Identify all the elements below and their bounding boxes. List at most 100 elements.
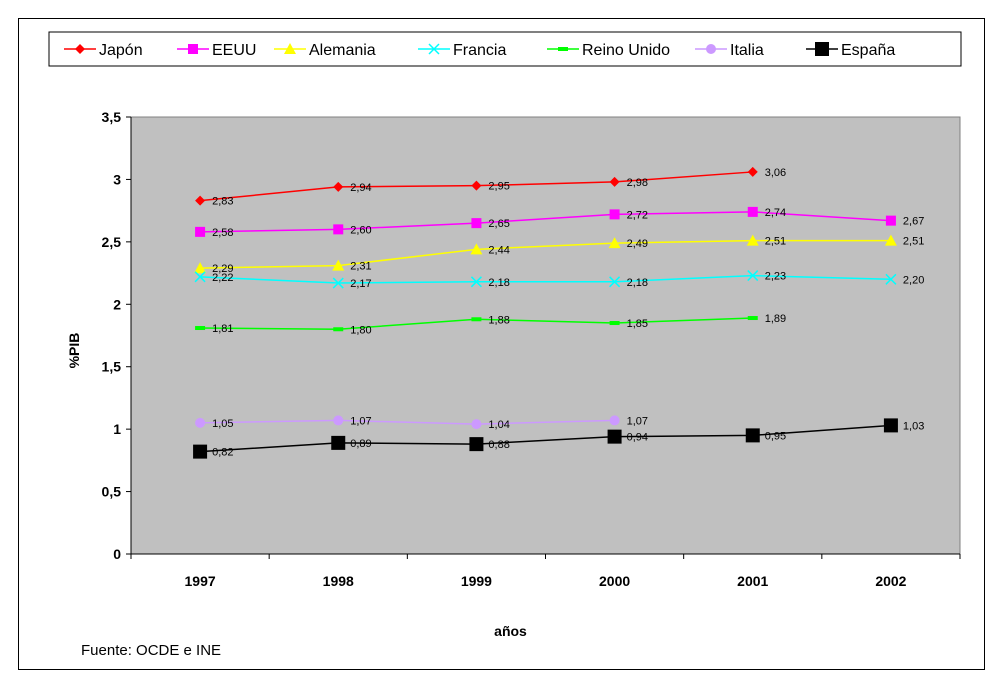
legend-marker: [188, 44, 198, 54]
x-tick-label: 2000: [599, 573, 630, 589]
x-axis-title: años: [494, 623, 527, 639]
data-label: 1,81: [212, 323, 233, 335]
data-label: 3,06: [765, 167, 786, 179]
data-label: 2,29: [212, 263, 233, 275]
x-tick-label: 2001: [737, 573, 768, 589]
data-label: 2,58: [212, 227, 233, 239]
data-label: 2,67: [903, 216, 924, 228]
legend-label: España: [841, 42, 895, 59]
data-point: [469, 437, 484, 452]
data-label: 2,95: [488, 181, 509, 193]
data-point: [471, 317, 482, 322]
data-label: 2,22: [212, 272, 233, 284]
legend-marker: [284, 43, 296, 54]
data-label: 1,03: [903, 420, 924, 432]
data-label: 2,94: [350, 182, 371, 194]
data-point: [747, 270, 759, 282]
data-point: [746, 234, 759, 246]
data-label: 1,07: [350, 415, 371, 427]
series-line: [200, 424, 891, 453]
legend-marker: [558, 47, 568, 51]
data-point: [195, 226, 206, 237]
data-point: [747, 166, 758, 177]
data-point: [333, 224, 344, 235]
data-label: 2,60: [350, 224, 371, 236]
x-tick-label: 1999: [461, 573, 492, 589]
data-label: 0,89: [350, 438, 371, 450]
legend-label: Alemania: [309, 42, 376, 59]
data-point: [609, 415, 620, 426]
data-label: 0,82: [212, 447, 233, 459]
data-point: [471, 218, 482, 229]
data-label: 1,85: [627, 318, 648, 330]
data-label: 1,05: [212, 418, 233, 430]
data-point: [885, 273, 897, 285]
data-label: 0,95: [765, 430, 786, 442]
data-point: [333, 415, 344, 426]
series-line: [200, 419, 615, 425]
data-label: 1,07: [627, 415, 648, 427]
data-label: 2,17: [350, 278, 371, 290]
data-point: [608, 237, 621, 249]
legend-label: Francia: [453, 42, 506, 59]
data-point: [195, 195, 206, 206]
y-tick-label: 3,5: [102, 109, 122, 125]
chart-frame: Japón EEUU Alemania Francia Reino Unido Itali…: [18, 18, 985, 670]
data-label: 2,65: [488, 218, 509, 230]
legend-label: EEUU: [212, 42, 256, 59]
data-point: [609, 176, 620, 187]
legend-marker: [815, 42, 829, 56]
legend-marker: [75, 44, 85, 54]
data-point: [609, 321, 620, 326]
data-label: 2,51: [903, 236, 924, 248]
data-point: [609, 276, 621, 288]
legend-marker: [706, 44, 716, 54]
data-point: [331, 435, 346, 450]
x-tick-label: 1997: [185, 573, 216, 589]
source-note: Fuente: OCDE e INE: [81, 642, 222, 659]
data-point: [470, 243, 483, 255]
line-chart: Japón EEUU Alemania Francia Reino Unido Itali…: [48, 31, 962, 639]
data-point: [333, 327, 344, 332]
data-point: [470, 276, 482, 288]
y-tick-label: 0: [113, 546, 121, 562]
x-tick-label: 2002: [875, 573, 906, 589]
data-label: 2,20: [903, 274, 924, 286]
data-label: 2,51: [765, 236, 786, 248]
data-point: [193, 444, 208, 459]
data-point: [195, 326, 206, 331]
data-label: 2,74: [765, 207, 786, 219]
data-point: [607, 429, 622, 444]
data-label: 2,18: [488, 277, 509, 289]
y-tick-label: 1,5: [102, 359, 122, 375]
y-tick-label: 3: [113, 171, 121, 187]
x-tick-label: 1998: [323, 573, 354, 589]
data-point: [884, 234, 897, 246]
data-label: 1,80: [350, 324, 371, 336]
data-label: 2,23: [765, 271, 786, 283]
data-point: [885, 215, 896, 226]
data-label: 0,88: [488, 439, 509, 451]
y-tick-label: 0,5: [102, 484, 122, 500]
y-axis-title: %PIB: [66, 333, 82, 369]
data-point: [471, 419, 482, 430]
data-label: 1,88: [488, 314, 509, 326]
data-label: 2,72: [627, 209, 648, 221]
data-point: [194, 262, 207, 274]
data-point: [332, 259, 345, 271]
y-tick-label: 1: [113, 421, 121, 437]
data-label: 2,83: [212, 196, 233, 208]
y-tick-label: 2,5: [102, 234, 122, 250]
data-point: [194, 271, 206, 283]
data-point: [332, 277, 344, 289]
plot-area: [130, 116, 961, 555]
series-line: [200, 239, 891, 269]
data-label: 0,94: [627, 432, 648, 444]
data-point: [747, 206, 758, 217]
data-point: [883, 418, 898, 433]
data-point: [745, 428, 760, 443]
y-tick-label: 2: [113, 296, 121, 312]
series-line: [200, 274, 891, 284]
legend-label: Italia: [730, 42, 764, 59]
data-label: 1,04: [488, 419, 509, 431]
